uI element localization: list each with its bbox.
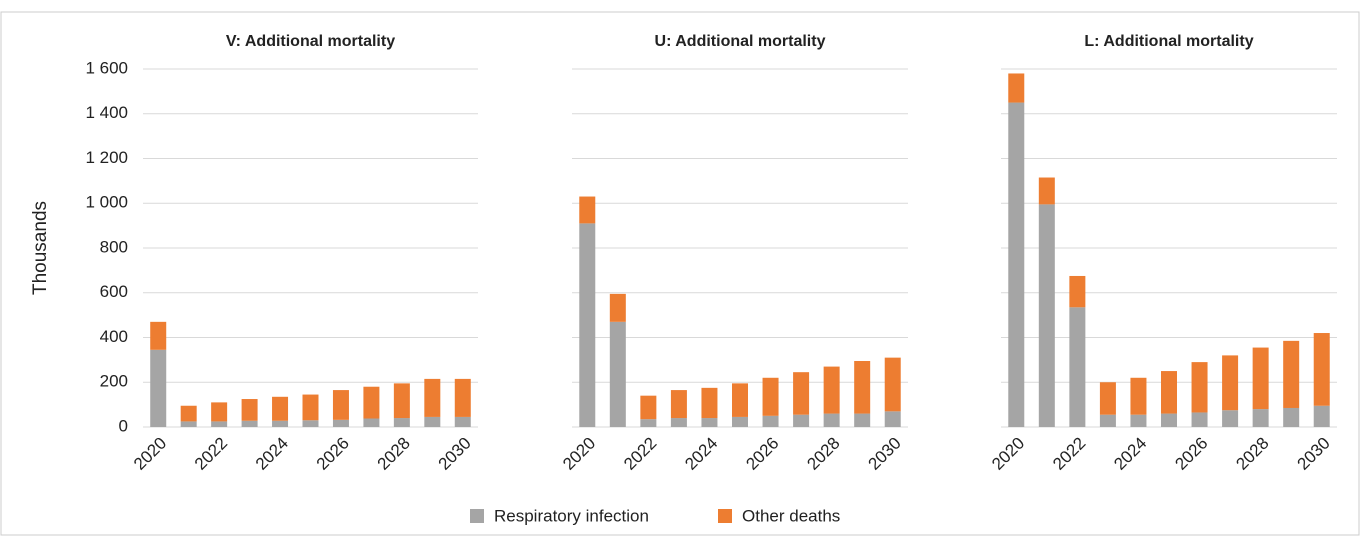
bar-segment — [609, 293, 626, 322]
bar-segment — [1191, 412, 1208, 427]
y-tick-label: 600 — [100, 282, 128, 301]
bar-segment — [241, 399, 258, 421]
bar-segment — [823, 366, 840, 414]
panel-title: V: Additional mortality — [226, 33, 395, 50]
bar-segment — [211, 402, 228, 422]
bar-segment — [884, 357, 901, 412]
bar-segment — [1283, 340, 1300, 408]
bar-segment — [854, 413, 871, 427]
y-tick-label: 1 200 — [85, 148, 128, 167]
bar-segment — [1222, 410, 1239, 427]
y-tick-label: 800 — [100, 237, 128, 256]
bar-segment — [424, 416, 441, 427]
bar-segment — [393, 383, 410, 419]
bar-segment — [1008, 102, 1025, 427]
bar-segment — [579, 223, 596, 427]
y-tick-label: 200 — [100, 372, 128, 391]
bar-segment — [393, 418, 410, 427]
bar-segment — [1099, 414, 1116, 427]
y-axis-label: Thousands — [30, 201, 51, 295]
legend-swatch — [718, 509, 732, 523]
bar-segment — [302, 420, 319, 427]
bar-segment — [454, 416, 471, 427]
bar-segment — [793, 414, 810, 427]
bar-segment — [854, 360, 871, 414]
bar-segment — [670, 418, 687, 427]
bar-segment — [1008, 73, 1025, 103]
legend-swatch — [470, 509, 484, 523]
bar-segment — [640, 395, 657, 420]
legend-label: Other deaths — [742, 506, 840, 525]
legend-label: Respiratory infection — [494, 506, 649, 525]
bar-segment — [732, 383, 748, 417]
bar-segment — [454, 378, 471, 417]
bar-segment — [1252, 347, 1269, 410]
bar-segment — [762, 377, 779, 416]
bar-segment — [640, 419, 657, 427]
bar-segment — [732, 416, 748, 427]
bar-segment — [701, 418, 718, 427]
bar-segment — [1313, 405, 1330, 427]
panel-title: L: Additional mortality — [1084, 33, 1253, 50]
bar-segment — [823, 413, 840, 427]
bar-segment — [180, 421, 197, 427]
y-tick-label: 1 600 — [85, 58, 128, 77]
bar-segment — [424, 378, 441, 417]
bar-segment — [272, 396, 289, 421]
bar-segment — [762, 415, 779, 427]
bar-segment — [793, 372, 810, 415]
bar-segment — [241, 420, 258, 427]
bar-segment — [150, 349, 167, 427]
bar-segment — [1130, 414, 1147, 427]
bar-segment — [363, 418, 380, 427]
bar-segment — [332, 419, 349, 427]
bar-segment — [1161, 413, 1177, 427]
bar-segment — [1313, 333, 1330, 406]
y-tick-label: 1 000 — [85, 193, 128, 212]
bar-segment — [670, 390, 687, 419]
frame — [0, 11, 1360, 536]
bar-segment — [1069, 275, 1086, 308]
bar-segment — [150, 321, 167, 350]
bar-segment — [1191, 362, 1208, 413]
bar-segment — [1283, 407, 1300, 427]
y-tick-label: 400 — [100, 327, 128, 346]
bar-segment — [302, 394, 319, 421]
bar-segment — [363, 386, 380, 419]
y-tick-label: 0 — [119, 416, 128, 435]
bar-segment — [1069, 307, 1086, 427]
bar-segment — [211, 421, 228, 427]
panel-title: U: Additional mortality — [655, 33, 826, 50]
y-tick-label: 1 400 — [85, 103, 128, 122]
bar-segment — [332, 390, 349, 420]
bar-segment — [180, 405, 197, 422]
bar-segment — [1130, 377, 1147, 415]
bar-segment — [1038, 177, 1055, 205]
bar-segment — [1252, 409, 1269, 427]
bar-segment — [579, 196, 596, 224]
bar-segment — [1038, 204, 1055, 427]
bar-segment — [884, 411, 901, 427]
bar-segment — [701, 387, 718, 419]
bar-segment — [272, 420, 289, 427]
bar-segment — [1161, 371, 1177, 414]
bar-segment — [609, 321, 626, 427]
bar-segment — [1222, 355, 1239, 411]
bar-segment — [1099, 382, 1116, 415]
